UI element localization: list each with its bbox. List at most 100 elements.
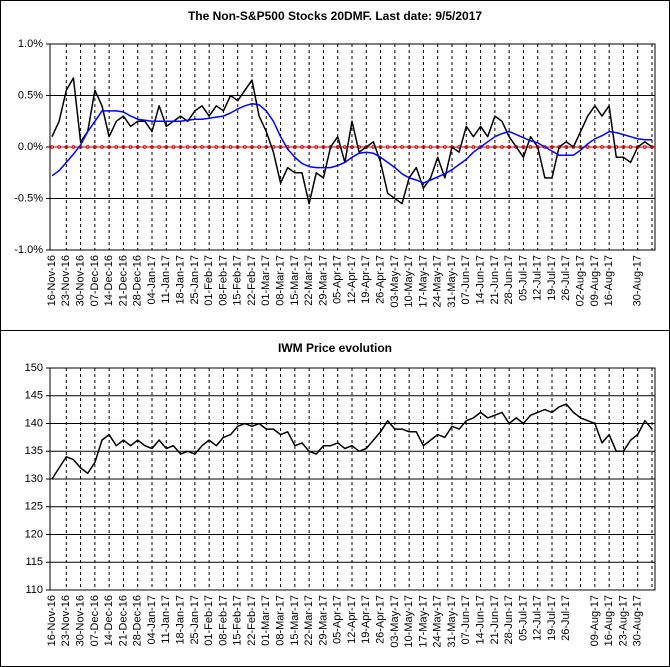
zero-marker <box>378 145 383 149</box>
x-tick-label: 10-May-17 <box>403 255 415 308</box>
chart-title: The Non-S&P500 Stocks 20DMF. Last date: … <box>188 9 482 23</box>
x-tick-label: 04-Jan-17 <box>146 595 158 645</box>
x-tick-label: 19-Apr-17 <box>360 595 372 644</box>
y-tick-label: 120 <box>25 528 43 540</box>
zero-marker <box>164 145 169 149</box>
y-tick-label: 0.0% <box>18 141 43 153</box>
y-tick-label: 130 <box>25 473 43 485</box>
x-tick-label: 03-May-17 <box>389 595 401 648</box>
zero-marker <box>121 145 126 149</box>
x-tick-label: 28-Dec-16 <box>132 255 144 306</box>
x-tick-label: 15-Feb-17 <box>232 595 244 646</box>
x-tick-label: 12-Jul-17 <box>532 255 544 301</box>
y-tick-label: 135 <box>25 445 43 457</box>
zero-marker <box>428 145 433 149</box>
zero-marker <box>114 145 119 149</box>
x-tick-label: 08-Feb-17 <box>217 595 229 646</box>
zero-marker <box>221 145 226 149</box>
zero-marker <box>135 145 140 149</box>
zero-marker <box>278 145 283 149</box>
x-tick-label: 01-Feb-17 <box>203 255 215 306</box>
x-tick-label: 03-May-17 <box>389 255 401 308</box>
x-tick-label: 16-Aug-17 <box>603 255 615 306</box>
x-tick-label: 07-Jun-17 <box>460 595 472 645</box>
x-tick-label: 07-Jun-17 <box>460 255 472 305</box>
zero-marker <box>442 145 447 149</box>
x-tick-label: 08-Mar-17 <box>274 255 286 306</box>
x-tick-label: 23-Aug-17 <box>617 595 629 646</box>
y-tick-label: 145 <box>25 390 43 402</box>
x-tick-label: 21-Dec-16 <box>117 595 129 646</box>
x-tick-label: 01-Mar-17 <box>260 255 272 306</box>
zero-marker <box>64 145 69 149</box>
zero-marker <box>507 145 512 149</box>
x-tick-label: 18-Jan-17 <box>174 255 186 305</box>
x-tick-label: 26-Jul-17 <box>560 595 572 641</box>
x-tick-label: 28-Dec-16 <box>132 595 144 646</box>
x-tick-label: 28-Jun-17 <box>503 595 515 645</box>
x-tick-label: 05-Jul-17 <box>517 255 529 301</box>
x-tick-label: 30-Nov-16 <box>74 255 86 306</box>
x-tick-label: 16-Nov-16 <box>46 595 58 646</box>
zero-marker <box>364 145 369 149</box>
zero-marker <box>228 145 233 149</box>
zero-marker <box>185 145 190 149</box>
zero-marker <box>264 145 269 149</box>
x-tick-label: 09-Aug-17 <box>589 595 601 646</box>
zero-marker <box>478 145 483 149</box>
zero-marker <box>100 145 104 149</box>
x-tick-label: 22-Mar-17 <box>303 595 315 646</box>
zero-marker <box>142 145 147 149</box>
x-tick-label: 19-Jul-17 <box>546 255 558 301</box>
x-tick-label: 07-Dec-16 <box>89 595 101 646</box>
zero-marker <box>192 145 197 149</box>
zero-marker <box>171 145 176 149</box>
x-tick-label: 19-Apr-17 <box>360 255 372 304</box>
zero-marker <box>414 145 419 149</box>
y-tick-label: 110 <box>25 584 43 596</box>
zero-marker <box>585 145 590 149</box>
zero-marker <box>50 145 54 149</box>
x-tick-label: 31-May-17 <box>446 255 458 308</box>
x-tick-label: 30-Aug-17 <box>632 255 644 306</box>
zero-marker <box>550 145 554 149</box>
x-tick-label: 30-Aug-17 <box>632 595 644 646</box>
zero-marker <box>464 145 469 149</box>
zero-marker <box>92 145 97 149</box>
x-tick-label: 24-May-17 <box>432 255 444 308</box>
x-tick-label: 07-Dec-16 <box>89 255 101 306</box>
x-tick-label: 12-Apr-17 <box>346 255 358 304</box>
x-tick-label: 01-Mar-17 <box>260 595 272 646</box>
series-line <box>51 102 652 184</box>
y-tick-label: 150 <box>25 362 43 374</box>
x-tick-label: 15-Mar-17 <box>289 595 301 646</box>
zero-marker <box>592 145 597 149</box>
x-tick-label: 21-Dec-16 <box>117 255 129 306</box>
zero-marker <box>607 145 612 149</box>
zero-marker <box>392 145 397 149</box>
x-tick-label: 21-Jun-17 <box>489 255 501 305</box>
x-tick-label: 10-May-17 <box>403 595 415 648</box>
x-tick-label: 25-Jan-17 <box>189 595 201 645</box>
x-tick-label: 22-Feb-17 <box>246 255 258 306</box>
zero-marker <box>400 145 404 149</box>
x-tick-label: 15-Feb-17 <box>232 255 244 306</box>
x-tick-label: 09-Aug-17 <box>589 255 601 306</box>
zero-marker <box>492 145 497 149</box>
zero-marker <box>314 145 319 149</box>
x-tick-label: 19-Jul-17 <box>546 595 558 641</box>
zero-marker <box>350 145 354 149</box>
series-line <box>51 403 653 480</box>
x-tick-label: 12-Jul-17 <box>532 595 544 641</box>
zero-marker <box>385 145 390 149</box>
x-tick-label: 14-Jun-17 <box>474 255 486 305</box>
y-tick-label: 125 <box>25 501 43 513</box>
zero-marker <box>71 145 76 149</box>
x-tick-label: 02-Aug-17 <box>574 255 586 306</box>
zero-marker <box>500 145 504 149</box>
x-tick-label: 08-Mar-17 <box>274 595 286 646</box>
x-tick-label: 12-Apr-17 <box>346 595 358 644</box>
x-tick-label: 31-May-17 <box>446 595 458 648</box>
zero-marker <box>435 145 440 149</box>
